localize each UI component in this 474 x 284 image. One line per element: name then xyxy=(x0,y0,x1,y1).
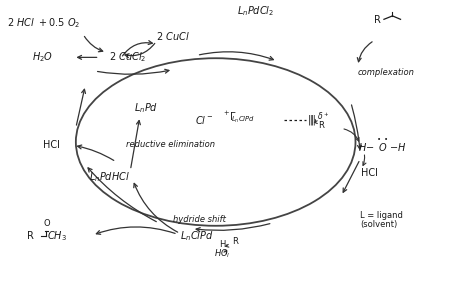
Text: hydride shift: hydride shift xyxy=(173,215,226,224)
Text: $\|\!\|$: $\|\!\|$ xyxy=(307,113,316,127)
Text: $2\ CuCl_2$: $2\ CuCl_2$ xyxy=(109,51,146,64)
Text: HCl: HCl xyxy=(361,168,378,178)
Text: $^+\!\Gamma$: $^+\!\Gamma$ xyxy=(222,110,237,123)
Text: R: R xyxy=(27,231,35,241)
Text: reductive elimination: reductive elimination xyxy=(126,140,215,149)
Text: $L_nPd$: $L_nPd$ xyxy=(134,102,158,115)
Text: $\delta^+$: $\delta^+$ xyxy=(317,110,329,122)
Text: $HO_l$: $HO_l$ xyxy=(214,247,230,260)
Text: (solvent): (solvent) xyxy=(360,220,398,229)
Text: R: R xyxy=(374,15,382,25)
Text: $CH_3$: $CH_3$ xyxy=(47,229,67,243)
Text: O: O xyxy=(43,219,50,228)
Text: $L_nPdCl_2$: $L_nPdCl_2$ xyxy=(237,5,274,18)
Text: complexation: complexation xyxy=(358,68,415,77)
Text: $L_nPdHCl$: $L_nPdHCl$ xyxy=(89,170,130,183)
Text: L = ligand: L = ligand xyxy=(360,211,403,220)
Text: $_{L_nClPd}$: $_{L_nClPd}$ xyxy=(231,114,255,125)
Text: R: R xyxy=(232,237,238,247)
Text: H: H xyxy=(219,240,225,249)
Text: $L_nClPd$: $L_nClPd$ xyxy=(180,229,214,243)
Text: HCl: HCl xyxy=(43,140,60,150)
Text: $2\ HCl\ +0.5\ O_2$: $2\ HCl\ +0.5\ O_2$ xyxy=(7,16,81,30)
Text: $H\!-\!\overset{\,\bullet\bullet}{O}\!-\!H$: $H\!-\!\overset{\,\bullet\bullet}{O}\!-\… xyxy=(358,137,407,154)
Text: $2\ CuCl$: $2\ CuCl$ xyxy=(156,30,190,42)
Text: R: R xyxy=(319,121,324,130)
Text: $H_2O$: $H_2O$ xyxy=(32,51,54,64)
Text: $Cl^-$: $Cl^-$ xyxy=(194,114,213,126)
